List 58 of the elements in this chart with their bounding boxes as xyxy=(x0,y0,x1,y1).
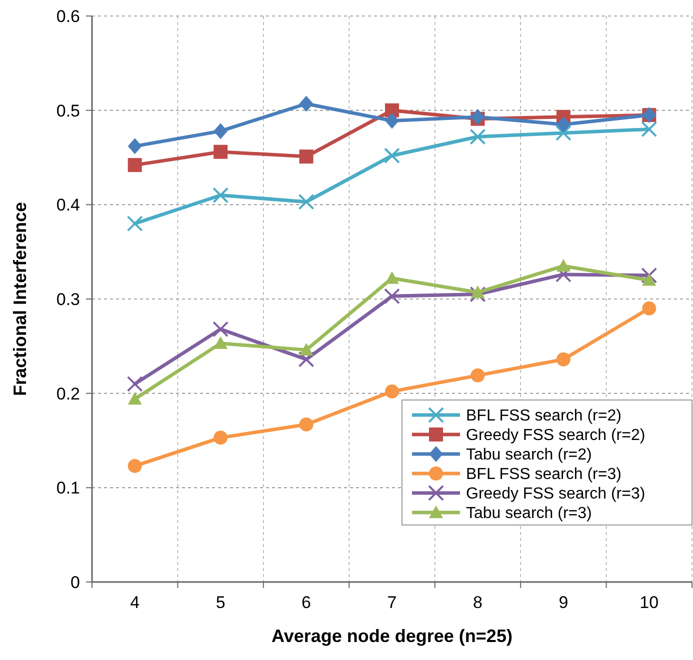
point xyxy=(555,124,572,141)
point xyxy=(214,336,228,349)
y-tick-label: 0.2 xyxy=(56,384,80,404)
y-axis-title: Fractional Interference xyxy=(10,202,30,396)
point xyxy=(214,123,228,140)
point xyxy=(126,376,143,392)
point xyxy=(641,121,658,138)
point xyxy=(214,144,228,159)
y-tick-label: 0.4 xyxy=(56,196,80,215)
y-tick-label: 0 xyxy=(70,572,80,592)
x-tick-label: 7 xyxy=(387,593,397,612)
point xyxy=(212,321,229,338)
x-tick-label: 5 xyxy=(216,593,226,612)
point xyxy=(385,112,399,129)
point xyxy=(214,430,228,445)
point xyxy=(298,351,314,368)
point xyxy=(212,187,229,204)
legend-label: Greedy FSS search (r=2) xyxy=(466,427,646,444)
y-tick-label: 0.6 xyxy=(56,6,80,26)
point xyxy=(470,108,485,125)
point xyxy=(556,258,570,272)
point xyxy=(556,116,570,132)
x-tick-label: 9 xyxy=(558,593,568,612)
x-tick-label: 8 xyxy=(472,593,482,612)
point xyxy=(128,158,142,172)
y-tick-label: 0.5 xyxy=(56,101,80,120)
legend-label: Tabu search (r=3) xyxy=(466,505,592,522)
point xyxy=(384,288,400,304)
point xyxy=(385,384,399,398)
point xyxy=(128,392,142,405)
point xyxy=(470,286,486,302)
x-axis-title: Average node degree (n=25) xyxy=(272,626,512,646)
point xyxy=(641,267,658,284)
point xyxy=(128,458,142,473)
y-tick-label: 0.1 xyxy=(56,478,80,498)
point xyxy=(385,271,399,284)
point xyxy=(556,352,570,366)
point xyxy=(470,285,485,298)
point xyxy=(298,194,314,210)
point xyxy=(470,128,486,145)
legend-label: Tabu search (r=2) xyxy=(466,446,592,464)
legend-label: BFL FSS search (r=2) xyxy=(466,408,622,425)
point xyxy=(128,138,142,154)
point xyxy=(299,96,314,112)
legend-label: Greedy FSS search (r=3) xyxy=(466,486,646,503)
point xyxy=(642,273,656,286)
point xyxy=(126,216,143,232)
point xyxy=(299,150,314,164)
legend-label: BFL FSS search (r=3) xyxy=(466,466,622,484)
point xyxy=(299,342,314,356)
x-tick-label: 4 xyxy=(130,593,140,612)
x-tick-label: 6 xyxy=(302,593,312,612)
x-tick-label: 10 xyxy=(640,593,659,612)
point xyxy=(642,301,656,316)
point xyxy=(299,417,314,432)
y-tick-label: 0.3 xyxy=(56,290,80,309)
point xyxy=(384,148,400,164)
point xyxy=(470,368,485,382)
